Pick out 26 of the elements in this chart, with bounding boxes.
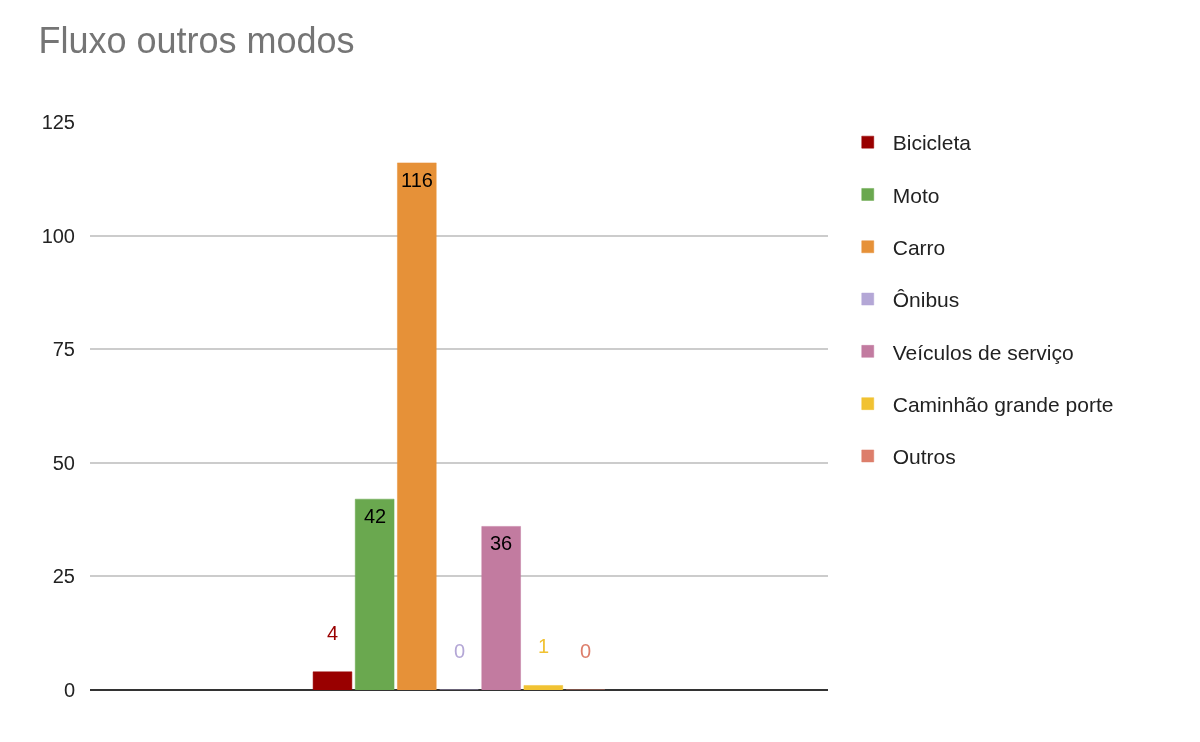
data-label: 36 (490, 532, 513, 554)
y-tick-label: 50 (52, 451, 75, 474)
y-tick-label: 125 (41, 111, 75, 133)
data-label: 4 (327, 622, 339, 644)
bar (481, 526, 521, 690)
y-tick-label: 25 (52, 565, 75, 588)
data-label: 1 (538, 635, 550, 657)
bar (397, 162, 437, 690)
legend-label: Ônibus (892, 288, 960, 312)
legend-label: Caminhão grande porte (892, 392, 1114, 416)
bar (523, 685, 563, 690)
data-label: 0 (454, 640, 466, 662)
chart-title: Fluxo outros modos (38, 20, 355, 62)
legend-label: Moto (892, 183, 940, 207)
data-label: 0 (580, 640, 592, 662)
legend-label: Carro (892, 235, 946, 259)
bar (312, 671, 353, 690)
y-tick-label: 75 (52, 338, 75, 361)
legend-label: Outros (892, 445, 956, 469)
y-tick-label: 0 (63, 679, 75, 701)
bar (355, 498, 395, 690)
data-label: 116 (401, 169, 433, 191)
data-label: 42 (364, 505, 387, 527)
legend-label: Veículos de serviço (892, 340, 1074, 364)
y-tick-label: 100 (41, 224, 75, 247)
legend-label: Bicicleta (892, 131, 972, 155)
